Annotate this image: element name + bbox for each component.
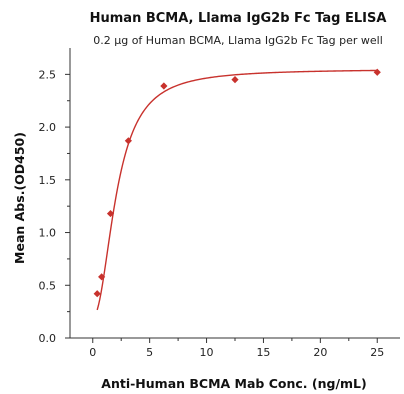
data-point	[124, 137, 132, 145]
x-tick-label: 5	[146, 346, 153, 359]
y-tick-label: 0.0	[39, 332, 57, 345]
x-tick-label: 0	[89, 346, 96, 359]
data-point	[106, 209, 115, 218]
data-point	[231, 76, 239, 84]
axes	[69, 48, 400, 339]
y-tick-label: 1.5	[39, 174, 57, 187]
y-tick-label: 2.0	[39, 121, 57, 134]
x-tick-label: 10	[200, 346, 214, 359]
data-point	[373, 68, 381, 76]
fit-curve	[96, 69, 378, 311]
y-tick-label: 1.0	[39, 227, 57, 240]
y-ticks: 0.0 0.5 1.0 1.5 2.0 2.5	[39, 68, 70, 345]
y-tick-label: 0.5	[39, 279, 57, 292]
x-ticks: 0 5 10 15 20 25	[89, 338, 384, 359]
x-tick-label: 25	[370, 346, 384, 359]
x-axis-label: Anti-Human BCMA Mab Conc. (ng/mL)	[101, 376, 366, 391]
chart-title: Human BCMA, Llama IgG2b Fc Tag ELISA	[90, 11, 387, 26]
data-point	[93, 290, 101, 298]
data-points	[93, 68, 381, 298]
chart-subtitle: 0.2 μg of Human BCMA, Llama IgG2b Fc Tag…	[93, 34, 383, 47]
y-tick-label: 2.5	[39, 68, 57, 81]
data-point	[98, 273, 106, 281]
x-tick-label: 15	[256, 346, 270, 359]
y-axis-label: Mean Abs.(OD450)	[12, 132, 27, 264]
data-point	[160, 82, 168, 90]
x-tick-label: 20	[313, 346, 327, 359]
